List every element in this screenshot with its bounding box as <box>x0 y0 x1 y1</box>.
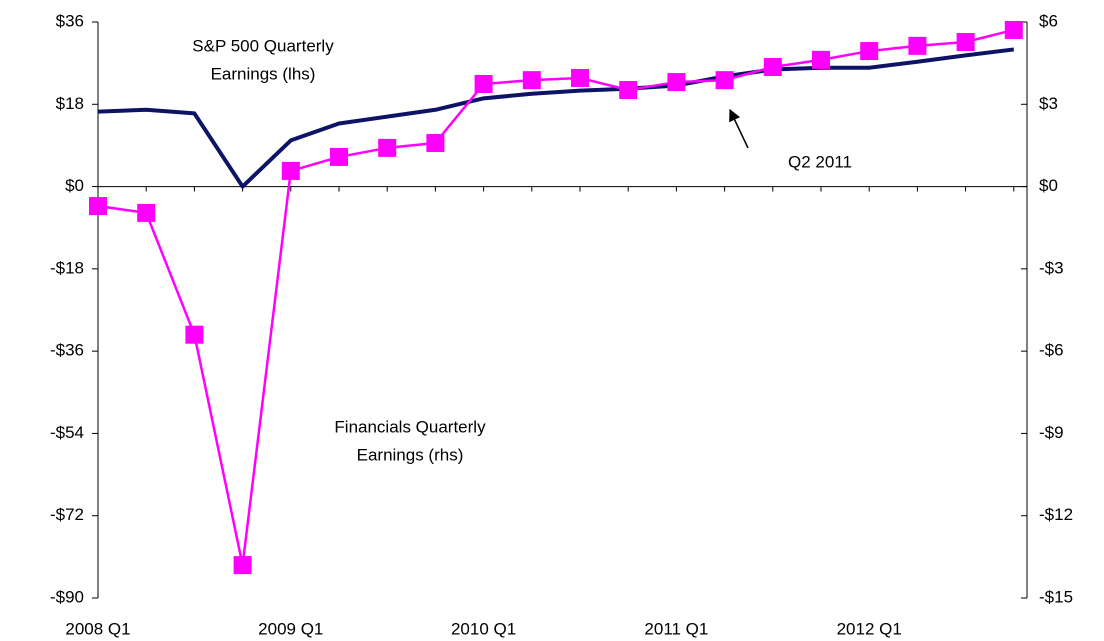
y-tick-label: $18 <box>56 94 84 113</box>
series-marker <box>860 42 879 61</box>
series-marker <box>956 33 975 52</box>
series-marker <box>89 197 107 216</box>
series-marker <box>619 81 638 100</box>
x-tick-label: 2011 Q1 <box>644 619 708 638</box>
annotation: Q2 2011 <box>788 152 852 171</box>
y2-tick-label: -$15 <box>1039 587 1073 606</box>
series-marker <box>330 147 348 166</box>
y-tick-label: $36 <box>56 11 84 30</box>
series-marker <box>908 36 927 55</box>
y-tick-label: -$54 <box>50 423 84 442</box>
series-marker <box>233 556 252 575</box>
y2-tick-label: -$9 <box>1039 423 1064 442</box>
annotation: Earnings (rhs) <box>357 445 464 464</box>
series-marker <box>667 73 686 92</box>
y2-tick-label: $0 <box>1039 176 1058 195</box>
y2-tick-label: -$6 <box>1039 341 1064 360</box>
series-marker <box>474 74 493 93</box>
y2-tick-label: -$3 <box>1039 258 1064 277</box>
y-tick-label: -$72 <box>50 505 84 524</box>
series-marker <box>185 325 204 344</box>
series-marker <box>426 133 445 152</box>
series-marker <box>137 203 156 222</box>
series-marker <box>281 161 300 180</box>
series-marker <box>812 50 830 69</box>
x-tick-label: 2012 Q1 <box>837 619 902 638</box>
annotation: Earnings (lhs) <box>211 64 316 83</box>
annotation-arrow <box>729 108 749 149</box>
y2-tick-label: $6 <box>1039 11 1058 30</box>
x-tick-label: 2010 Q1 <box>451 619 516 638</box>
series-marker <box>1004 20 1023 39</box>
series-marker <box>522 71 541 90</box>
y-tick-label: -$36 <box>50 341 84 360</box>
series-marker <box>378 138 397 157</box>
y2-tick-label: $3 <box>1039 94 1058 113</box>
series-line <box>97 28 1015 567</box>
y-tick-label: -$18 <box>50 258 84 277</box>
annotation: Financials Quarterly <box>334 417 486 436</box>
annotation: S&P 500 Quarterly <box>192 36 334 55</box>
y-tick-label: -$90 <box>50 587 84 606</box>
y2-tick-label: -$12 <box>1039 505 1073 524</box>
series-marker <box>571 68 589 87</box>
series-marker <box>763 57 782 76</box>
y-tick-label: $0 <box>65 176 84 195</box>
x-tick-label: 2009 Q1 <box>258 619 323 638</box>
series-marker <box>715 71 734 90</box>
x-tick-label: 2008 Q1 <box>65 619 130 638</box>
series-line <box>97 47 1015 189</box>
